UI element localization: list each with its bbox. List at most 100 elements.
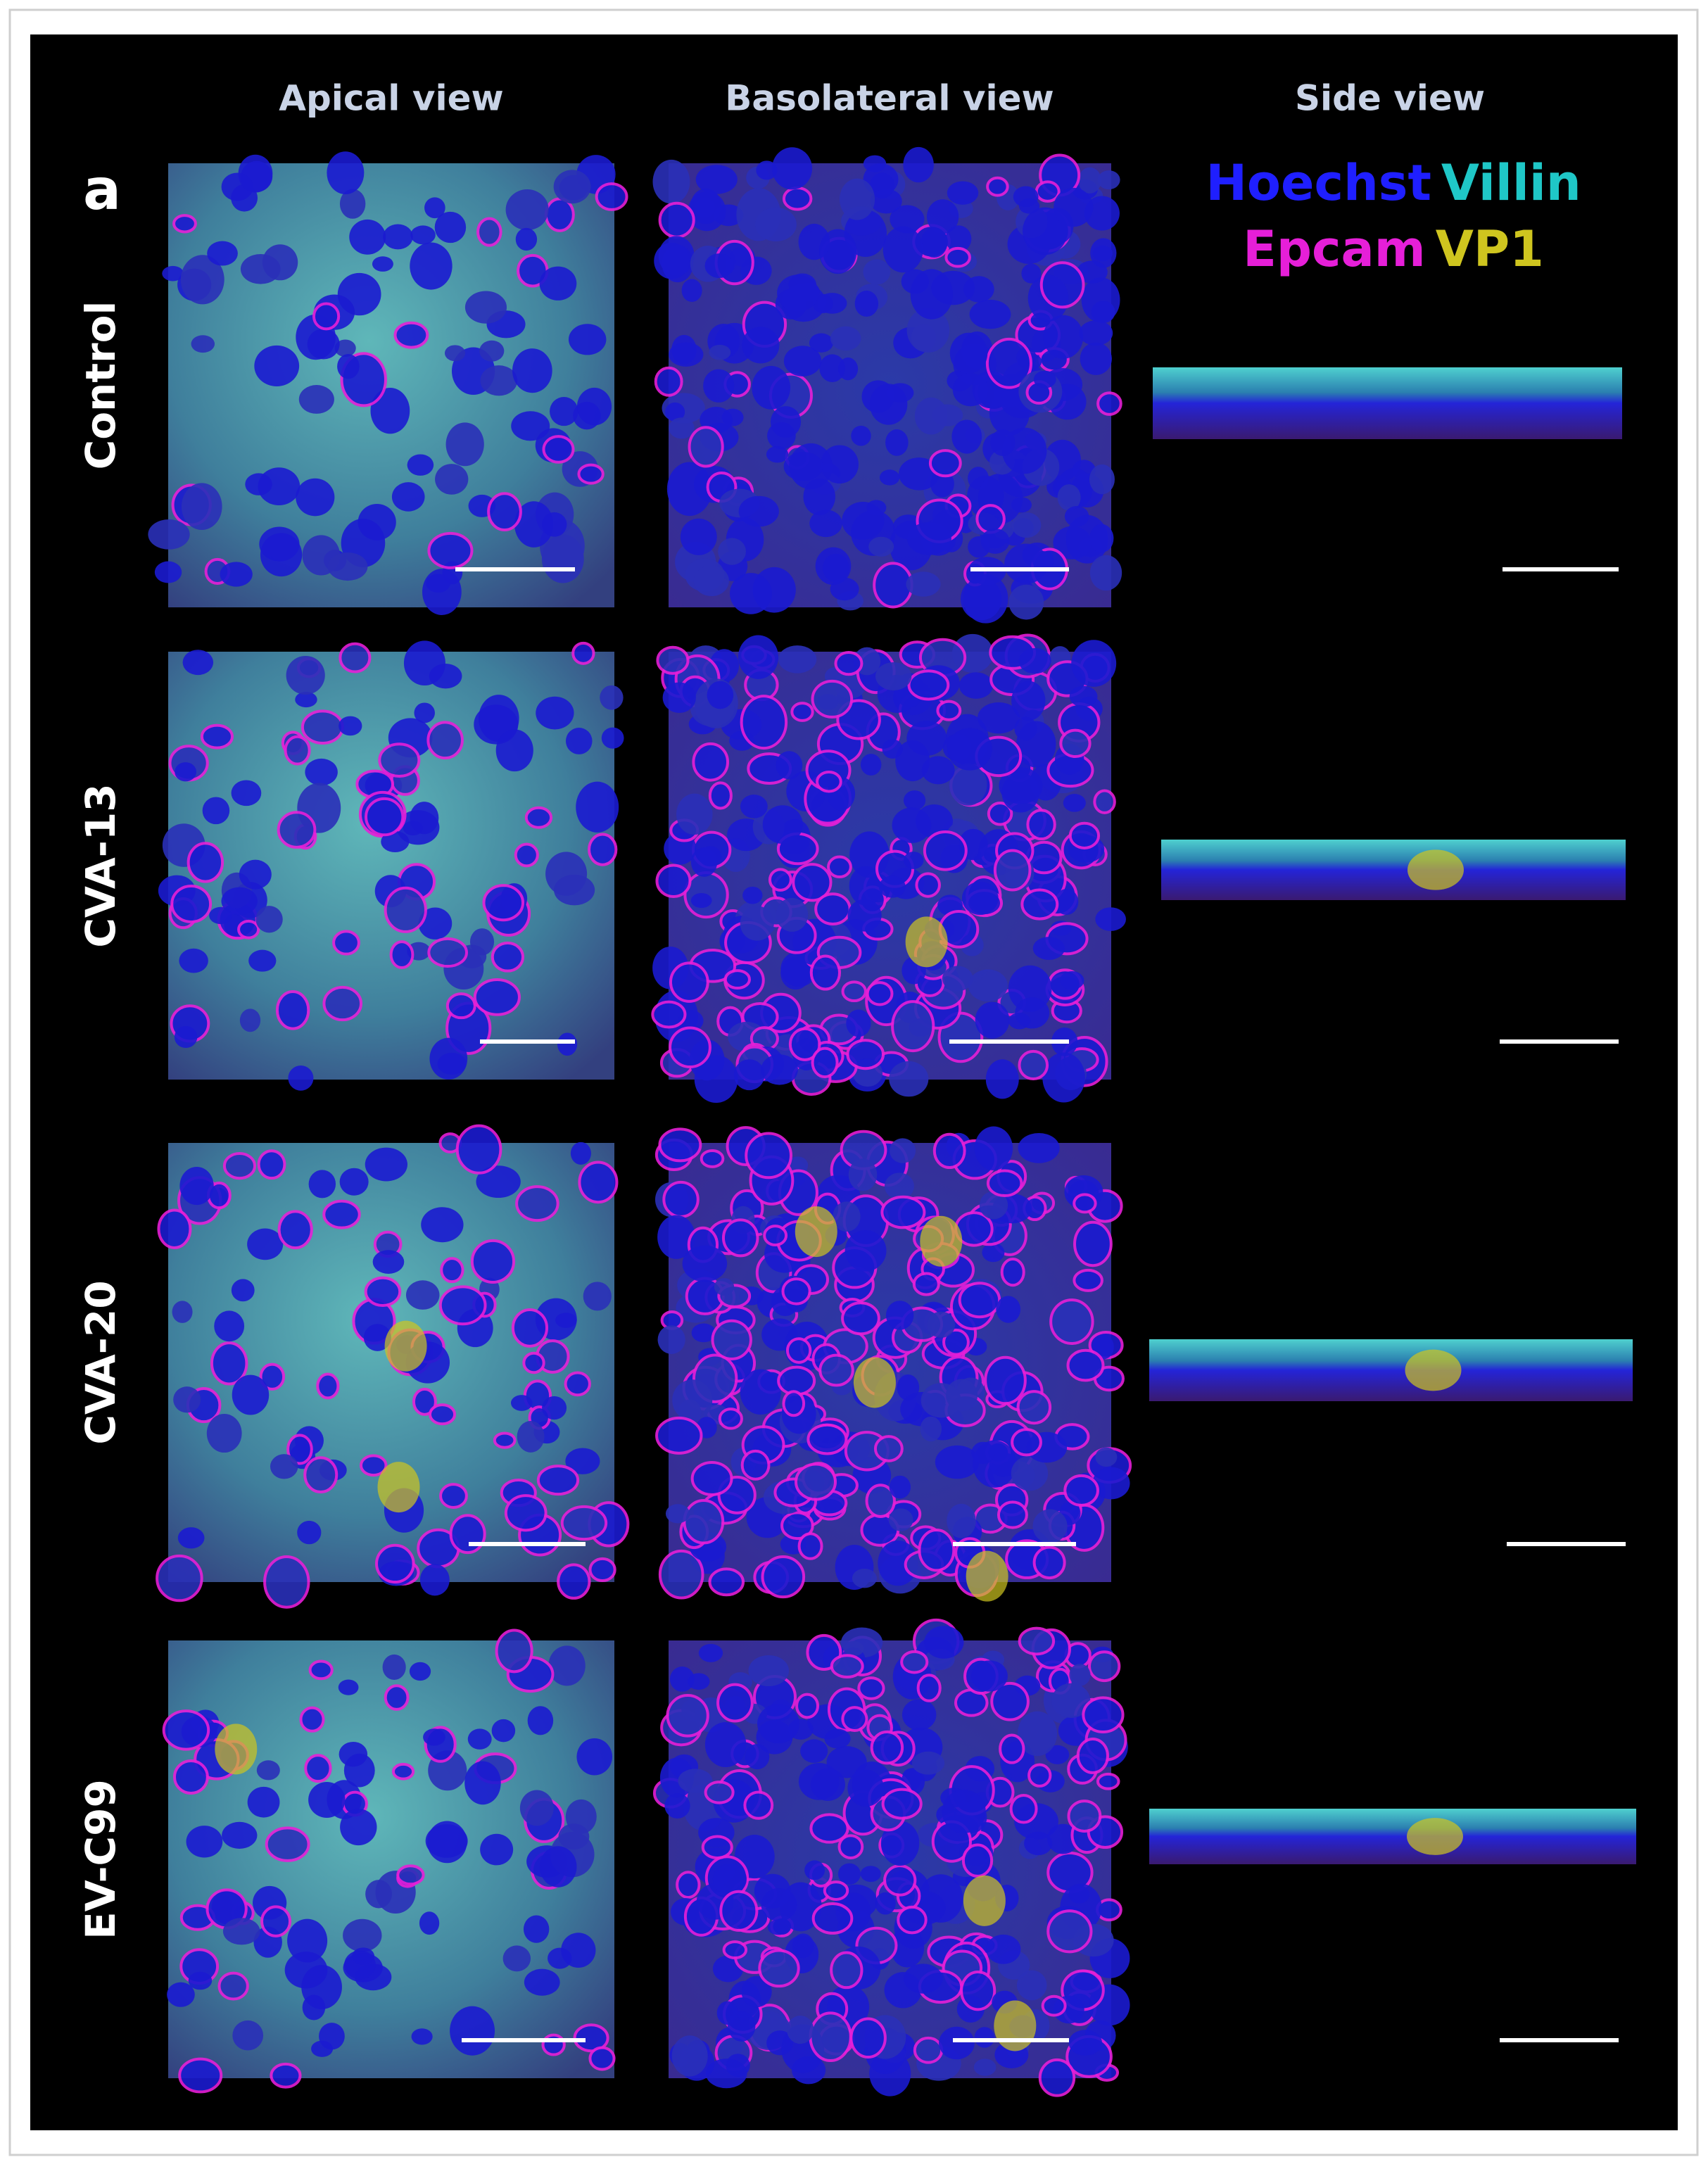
vp1-spot (384, 1320, 427, 1372)
cell (811, 1046, 839, 1079)
cell (918, 1528, 956, 1572)
cell (301, 709, 344, 745)
cell (247, 1786, 280, 1818)
cell (491, 941, 524, 973)
cell (819, 354, 845, 382)
cell (975, 1001, 1010, 1039)
cell (365, 797, 405, 837)
cell (232, 2020, 264, 2051)
cell (716, 1683, 754, 1723)
cell (364, 1276, 402, 1308)
cell (911, 1751, 945, 1775)
cell (1054, 889, 1079, 916)
cell (742, 327, 780, 364)
cell (262, 244, 298, 281)
cell (207, 241, 238, 266)
cell (1076, 260, 1108, 284)
cell (1090, 238, 1117, 268)
cell (1068, 2030, 1102, 2056)
cell (270, 1454, 298, 1479)
cell (884, 1172, 914, 1200)
cell (1001, 773, 1039, 813)
cell (826, 1746, 867, 1778)
cell (947, 181, 979, 205)
cell (704, 253, 734, 279)
cell (841, 1706, 868, 1733)
cell (295, 692, 317, 708)
cell (977, 702, 1020, 734)
cell (339, 189, 366, 219)
cell (676, 1871, 701, 1899)
cell (426, 721, 464, 760)
cell (762, 805, 803, 845)
cell (568, 324, 607, 355)
cell (818, 1353, 854, 1387)
cell (878, 1540, 918, 1586)
cell (1018, 1049, 1049, 1081)
cell (303, 1456, 339, 1494)
cell (284, 735, 311, 766)
cell (255, 906, 283, 933)
cell (220, 562, 253, 587)
cell (959, 672, 994, 699)
cell (903, 790, 926, 811)
cell (222, 1918, 260, 1945)
cell (928, 449, 962, 478)
cell (505, 189, 549, 231)
cell (440, 1257, 464, 1284)
cell (405, 1280, 440, 1310)
cell (422, 569, 462, 615)
cell (958, 1282, 1001, 1319)
cell (711, 1319, 752, 1360)
vp1-spot (920, 1215, 963, 1267)
cell (882, 739, 903, 759)
cell (690, 892, 712, 909)
cell (669, 417, 695, 439)
cell (921, 756, 955, 785)
cell (863, 259, 891, 285)
cell (214, 1310, 245, 1342)
cell (837, 1834, 864, 1860)
cell (247, 1228, 284, 1260)
cell (997, 1500, 1028, 1529)
cell (1073, 1220, 1113, 1267)
cell (308, 1170, 336, 1199)
cell (435, 464, 469, 495)
cell (403, 640, 445, 686)
cell (705, 2059, 747, 2089)
cell (245, 473, 272, 495)
cell (1032, 937, 1065, 960)
cell (745, 1744, 770, 1770)
cell (514, 842, 539, 868)
cell (1018, 1626, 1056, 1656)
cell (1089, 555, 1122, 591)
cell (470, 1239, 516, 1284)
cell (778, 645, 817, 674)
image-row (158, 633, 1626, 1104)
cell (703, 369, 735, 403)
basolateral-image (654, 1126, 1132, 1602)
cell (952, 373, 989, 407)
cell (170, 884, 213, 923)
column-header: Side view (1295, 78, 1485, 119)
cell (776, 897, 809, 932)
cell (854, 290, 879, 317)
cell (665, 1504, 690, 1524)
cell (410, 225, 436, 245)
cell (843, 1640, 864, 1657)
cell (519, 1790, 554, 1826)
cell (761, 1054, 798, 1085)
cell (445, 422, 484, 467)
cell (816, 771, 842, 793)
cell (541, 512, 567, 537)
cell (491, 1719, 516, 1743)
cell (743, 1790, 774, 1820)
cell (841, 1301, 880, 1336)
cell (1087, 1650, 1121, 1683)
cell (1095, 1447, 1118, 1467)
cell (806, 1423, 848, 1455)
cell (322, 1199, 361, 1229)
cell (307, 329, 340, 360)
column-header: Basolateral view (725, 78, 1054, 119)
basolateral-image (651, 633, 1126, 1104)
